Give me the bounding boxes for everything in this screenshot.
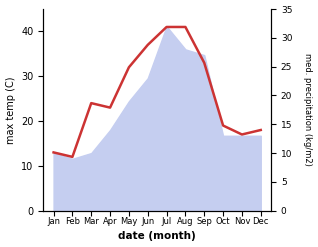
Y-axis label: max temp (C): max temp (C): [5, 76, 16, 144]
X-axis label: date (month): date (month): [118, 231, 196, 242]
Y-axis label: med. precipitation (kg/m2): med. precipitation (kg/m2): [303, 53, 313, 166]
